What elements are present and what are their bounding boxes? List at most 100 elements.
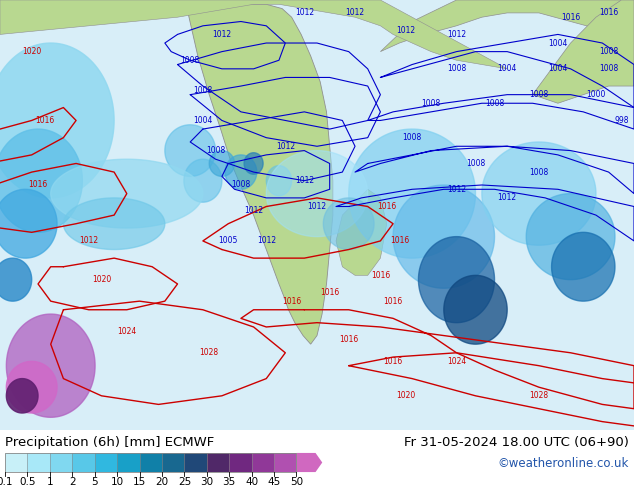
Text: 1008: 1008 bbox=[206, 146, 225, 155]
Text: 1012: 1012 bbox=[346, 8, 365, 18]
Bar bbox=[117, 453, 139, 472]
Text: 0.5: 0.5 bbox=[19, 477, 36, 487]
Text: 45: 45 bbox=[268, 477, 281, 487]
Text: 1012: 1012 bbox=[257, 236, 276, 245]
Polygon shape bbox=[0, 189, 57, 258]
Text: 20: 20 bbox=[155, 477, 169, 487]
Polygon shape bbox=[6, 362, 57, 413]
Bar bbox=[252, 453, 274, 472]
Bar bbox=[72, 453, 94, 472]
Text: 1008: 1008 bbox=[403, 133, 422, 142]
Polygon shape bbox=[225, 155, 257, 189]
Bar bbox=[5, 453, 27, 472]
Polygon shape bbox=[0, 0, 507, 69]
Polygon shape bbox=[380, 0, 634, 51]
Text: 1008: 1008 bbox=[466, 159, 485, 168]
Text: 1004: 1004 bbox=[548, 64, 567, 74]
Polygon shape bbox=[393, 185, 495, 288]
Text: 2: 2 bbox=[69, 477, 75, 487]
Text: 1008: 1008 bbox=[447, 64, 466, 74]
Text: 1012: 1012 bbox=[447, 185, 466, 194]
Text: 1012: 1012 bbox=[447, 30, 466, 39]
Text: 1016: 1016 bbox=[390, 236, 409, 245]
Polygon shape bbox=[418, 237, 495, 322]
Polygon shape bbox=[63, 198, 165, 249]
Polygon shape bbox=[444, 275, 507, 344]
Text: 1008: 1008 bbox=[599, 64, 618, 74]
Text: 5: 5 bbox=[91, 477, 98, 487]
Polygon shape bbox=[482, 142, 596, 245]
Bar bbox=[139, 453, 162, 472]
Text: 35: 35 bbox=[223, 477, 236, 487]
Polygon shape bbox=[266, 166, 292, 196]
Text: 1008: 1008 bbox=[193, 86, 212, 95]
Text: Precipitation (6h) [mm] ECMWF: Precipitation (6h) [mm] ECMWF bbox=[5, 436, 214, 449]
Text: 1016: 1016 bbox=[320, 288, 339, 297]
Text: 50: 50 bbox=[290, 477, 303, 487]
Text: 1004: 1004 bbox=[193, 116, 212, 125]
Text: 1020: 1020 bbox=[22, 47, 41, 56]
Bar bbox=[50, 453, 72, 472]
Bar bbox=[230, 453, 252, 472]
Text: 1028: 1028 bbox=[529, 392, 548, 400]
Polygon shape bbox=[244, 153, 263, 174]
Text: 1012: 1012 bbox=[276, 142, 295, 151]
Bar bbox=[207, 453, 230, 472]
Polygon shape bbox=[336, 189, 387, 275]
Bar bbox=[274, 453, 297, 472]
Text: 1004: 1004 bbox=[548, 39, 567, 48]
Bar bbox=[27, 453, 50, 472]
Text: 1012: 1012 bbox=[295, 8, 314, 18]
Text: 1000: 1000 bbox=[586, 90, 605, 99]
Text: 1008: 1008 bbox=[485, 99, 504, 108]
Polygon shape bbox=[184, 159, 222, 202]
Text: 1016: 1016 bbox=[384, 357, 403, 366]
Text: 1016: 1016 bbox=[384, 296, 403, 306]
Text: 1016: 1016 bbox=[35, 116, 54, 125]
Polygon shape bbox=[0, 43, 114, 198]
Text: 1008: 1008 bbox=[181, 56, 200, 65]
Text: 1024: 1024 bbox=[447, 357, 466, 366]
Polygon shape bbox=[6, 379, 38, 413]
Text: 1028: 1028 bbox=[200, 348, 219, 357]
Text: 1012: 1012 bbox=[295, 176, 314, 185]
Bar bbox=[184, 453, 207, 472]
Text: 1008: 1008 bbox=[529, 168, 548, 176]
Polygon shape bbox=[0, 258, 32, 301]
Text: 0.1: 0.1 bbox=[0, 477, 13, 487]
Text: 1016: 1016 bbox=[599, 8, 618, 18]
Text: 1012: 1012 bbox=[498, 194, 517, 202]
Polygon shape bbox=[209, 150, 235, 176]
Text: 10: 10 bbox=[110, 477, 124, 487]
Polygon shape bbox=[266, 150, 368, 237]
Text: 998: 998 bbox=[614, 116, 628, 125]
Text: 1016: 1016 bbox=[282, 296, 301, 306]
Text: 1016: 1016 bbox=[29, 180, 48, 190]
Text: 1024: 1024 bbox=[117, 327, 136, 336]
Text: 1004: 1004 bbox=[498, 64, 517, 74]
Polygon shape bbox=[6, 314, 95, 417]
Text: 1016: 1016 bbox=[371, 271, 390, 280]
Polygon shape bbox=[187, 4, 333, 344]
Polygon shape bbox=[323, 198, 374, 249]
Text: 1012: 1012 bbox=[396, 25, 415, 35]
Text: 1008: 1008 bbox=[231, 180, 250, 190]
Text: 1008: 1008 bbox=[422, 99, 441, 108]
Text: 40: 40 bbox=[245, 477, 258, 487]
Text: 1: 1 bbox=[46, 477, 53, 487]
Text: 1020: 1020 bbox=[92, 275, 111, 284]
Polygon shape bbox=[165, 125, 216, 176]
Text: 30: 30 bbox=[200, 477, 214, 487]
Polygon shape bbox=[526, 194, 615, 280]
Text: Fr 31-05-2024 18.00 UTC (06+90): Fr 31-05-2024 18.00 UTC (06+90) bbox=[404, 436, 629, 449]
Polygon shape bbox=[349, 129, 476, 258]
Text: 1008: 1008 bbox=[599, 47, 618, 56]
Text: 1012: 1012 bbox=[212, 30, 231, 39]
Polygon shape bbox=[533, 0, 634, 103]
Text: 1020: 1020 bbox=[396, 392, 415, 400]
Polygon shape bbox=[552, 232, 615, 301]
Text: 15: 15 bbox=[133, 477, 146, 487]
Text: ©weatheronline.co.uk: ©weatheronline.co.uk bbox=[498, 457, 629, 470]
Text: 1008: 1008 bbox=[529, 90, 548, 99]
Bar bbox=[162, 453, 184, 472]
